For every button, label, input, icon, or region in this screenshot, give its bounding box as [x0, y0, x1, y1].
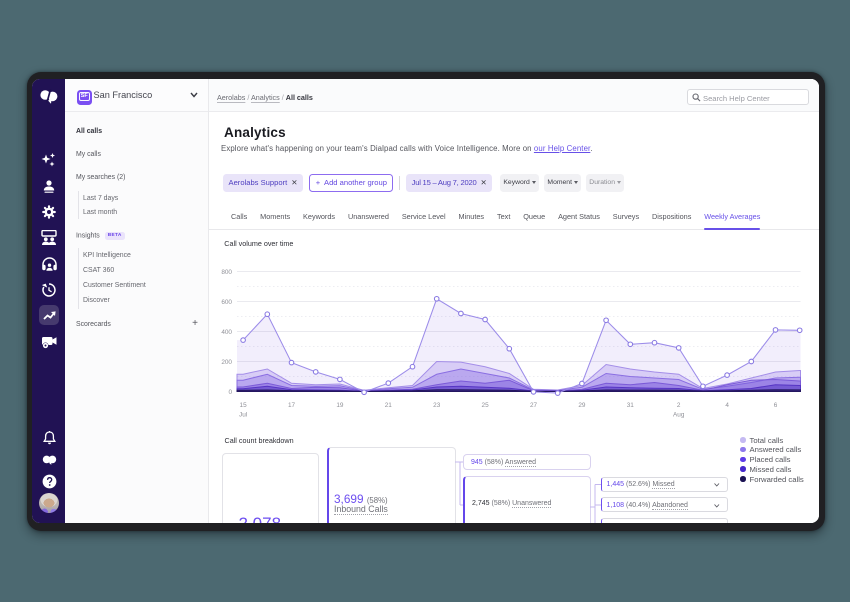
svg-text:25: 25: [482, 402, 490, 409]
svg-text:31: 31: [627, 402, 635, 409]
svg-text:0: 0: [228, 389, 232, 396]
svg-text:800: 800: [221, 269, 232, 276]
svg-text:6: 6: [774, 402, 778, 409]
svg-text:21: 21: [385, 402, 393, 409]
svg-text:27: 27: [530, 402, 538, 409]
svg-text:15: 15: [240, 402, 248, 409]
svg-text:17: 17: [288, 402, 296, 409]
svg-text:Jul: Jul: [239, 411, 247, 418]
svg-text:600: 600: [221, 299, 232, 306]
svg-text:2: 2: [677, 402, 681, 409]
svg-text:Aug: Aug: [673, 411, 685, 418]
svg-text:23: 23: [433, 402, 441, 409]
svg-text:200: 200: [221, 359, 232, 366]
svg-text:400: 400: [221, 329, 232, 336]
svg-text:29: 29: [578, 402, 586, 409]
svg-text:19: 19: [336, 402, 344, 409]
svg-text:4: 4: [725, 402, 729, 409]
